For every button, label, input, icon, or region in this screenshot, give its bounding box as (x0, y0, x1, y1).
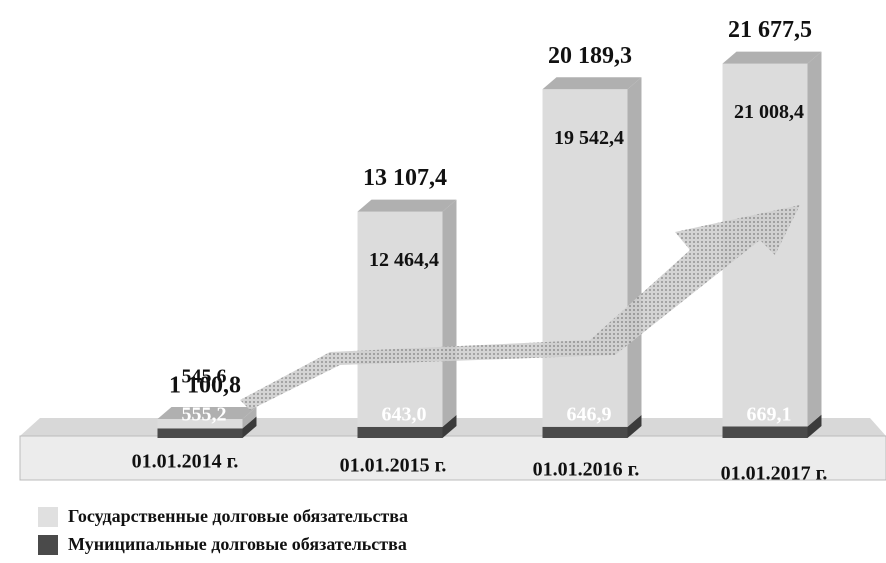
bar-segment (542, 89, 628, 427)
x-tick-label: 01.01.2016 г. (533, 459, 640, 481)
bar-top (542, 77, 642, 90)
total-label: 13 107,4 (363, 165, 447, 191)
bar-side (242, 406, 257, 429)
value-label: 545,6 (182, 366, 227, 388)
value-label: 19 542,4 (554, 127, 624, 149)
bar-segment (542, 426, 628, 438)
bar-segment (157, 418, 243, 429)
total-label: 1 100,8 (169, 372, 241, 398)
value-label: 643,0 (382, 404, 427, 426)
bar-segment (357, 426, 443, 438)
bar-side (807, 51, 822, 427)
value-label: 646,9 (567, 404, 612, 426)
value-label: 669,1 (747, 404, 792, 426)
x-tick-label: 01.01.2015 г. (340, 455, 447, 477)
legend-label: Муниципальные долговые обязательства (68, 534, 407, 554)
bar-side (627, 77, 642, 427)
bar-side (442, 199, 457, 427)
bar-segment (722, 426, 808, 438)
bar-side (627, 414, 642, 438)
x-tick-label: 01.01.2017 г. (721, 463, 828, 485)
trend-arrow (240, 205, 800, 410)
bar-side (442, 414, 457, 438)
legend-label: Государственные долговые обязательства (68, 506, 408, 526)
bar-top (722, 51, 822, 64)
value-label: 555,2 (182, 404, 227, 426)
x-tick-label: 01.01.2014 г. (132, 451, 239, 473)
bar-side (242, 416, 257, 438)
bar-top (157, 406, 257, 419)
legend-swatch (38, 535, 58, 555)
bar-side (807, 414, 822, 438)
legend-swatch (38, 507, 58, 527)
value-label: 21 008,4 (734, 101, 804, 123)
bar-top (357, 199, 457, 212)
value-label: 12 464,4 (369, 249, 439, 271)
total-label: 20 189,3 (548, 43, 632, 69)
total-label: 21 677,5 (728, 17, 812, 43)
bar-segment (157, 428, 243, 438)
bar-segment (357, 211, 443, 427)
